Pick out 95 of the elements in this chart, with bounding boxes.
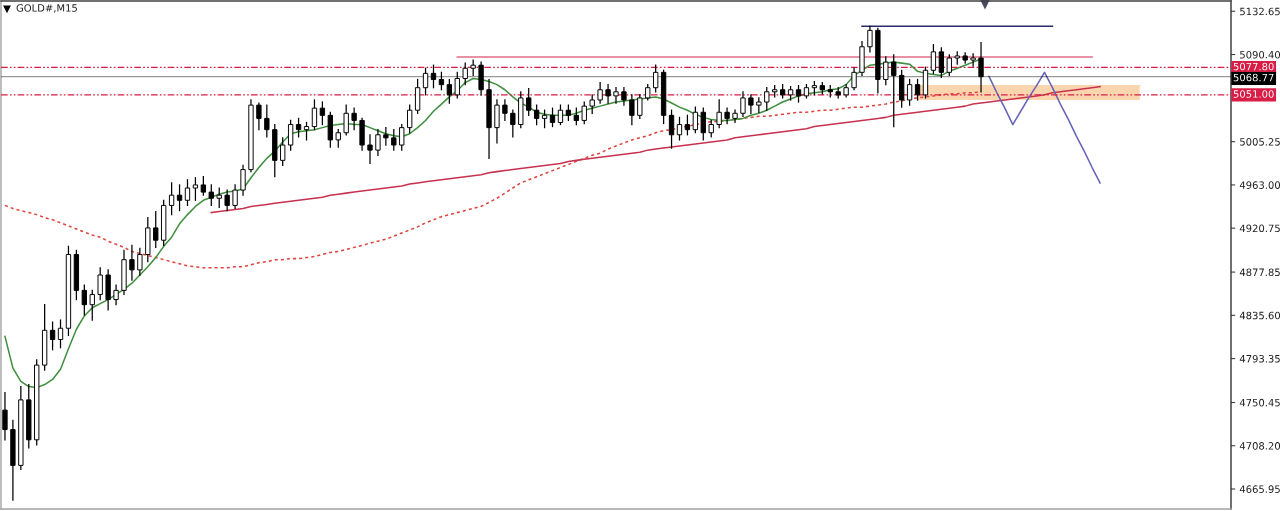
candlestick xyxy=(732,109,738,124)
candlestick xyxy=(351,107,357,131)
candlestick xyxy=(57,319,64,349)
y-tick-label: 4708.20 xyxy=(1239,442,1280,450)
candlestick xyxy=(280,137,286,167)
candlestick xyxy=(930,44,937,74)
candlestick xyxy=(740,91,746,117)
candlestick xyxy=(391,129,397,151)
candlestick xyxy=(700,107,706,141)
candlestick xyxy=(748,94,754,114)
candlestick xyxy=(208,184,214,207)
y-tick-label: 4665.95 xyxy=(1239,485,1280,493)
candlestick xyxy=(97,267,103,301)
candlestick xyxy=(367,134,373,165)
candlestick xyxy=(311,99,318,131)
candlestick xyxy=(692,106,699,134)
candlestick xyxy=(224,189,230,212)
candlestick xyxy=(168,182,175,216)
candlestick xyxy=(970,53,976,67)
candlestick xyxy=(891,54,897,128)
ref-line-label: 5077.80 xyxy=(1233,62,1274,71)
candlestick xyxy=(256,102,262,131)
y-tick-label: 4750.45 xyxy=(1239,398,1280,407)
candlestick xyxy=(375,129,381,156)
ref-line-label: 5068.77 xyxy=(1233,73,1274,82)
candlestick xyxy=(430,64,437,89)
line-series xyxy=(988,71,1101,184)
candlestick xyxy=(526,88,532,116)
candlestick xyxy=(597,81,603,104)
candlestick xyxy=(589,94,595,114)
candlestick xyxy=(200,176,207,196)
y-tick-label: 4793.35 xyxy=(1239,354,1280,363)
candlestick xyxy=(232,184,238,210)
candlestick xyxy=(906,78,913,106)
candlestick xyxy=(502,99,508,122)
candlestick xyxy=(581,101,587,125)
candlestick xyxy=(978,42,984,93)
candlestick xyxy=(383,126,389,146)
candlestick xyxy=(153,210,159,248)
chart-title: GOLD#,M15 xyxy=(16,4,77,13)
candlestick xyxy=(605,84,611,104)
candlestick xyxy=(422,67,429,96)
candlestick xyxy=(557,104,564,126)
candlestick xyxy=(653,64,659,93)
candlestick xyxy=(176,184,183,212)
candlestick xyxy=(49,321,56,351)
candlestick xyxy=(240,164,246,196)
candlestick xyxy=(295,117,302,138)
candlestick xyxy=(399,123,405,151)
candlestick xyxy=(89,289,95,321)
candlestick xyxy=(533,104,540,126)
y-tick-label: 4877.85 xyxy=(1239,268,1280,277)
candlestick xyxy=(113,284,119,306)
candlestick xyxy=(684,114,691,136)
candlestick xyxy=(883,56,889,86)
y-tick-label: 5005.25 xyxy=(1240,138,1280,146)
candlestick xyxy=(319,101,326,126)
candlestick xyxy=(716,99,722,129)
candlestick xyxy=(264,104,270,138)
candlestick xyxy=(287,119,294,151)
candlestick xyxy=(668,109,675,149)
candlestick xyxy=(446,78,453,104)
candlestick xyxy=(414,78,421,114)
y-tick-label: 5090.40 xyxy=(1240,50,1280,59)
candlestick xyxy=(613,87,619,104)
candlestick xyxy=(764,87,770,111)
candlestick xyxy=(494,99,500,144)
candlestick xyxy=(216,187,222,209)
candlestick xyxy=(510,109,516,138)
candlestick xyxy=(946,54,952,77)
candlestick xyxy=(454,71,460,99)
y-tick-label: 4920.75 xyxy=(1239,224,1280,233)
y-tick-label: 4835.60 xyxy=(1239,311,1280,320)
ref-line-label: 5051.00 xyxy=(1233,90,1274,98)
candlestick xyxy=(2,392,8,441)
candlestick xyxy=(867,25,873,53)
candlestick xyxy=(192,177,199,201)
candlestick xyxy=(462,62,468,86)
candlestick xyxy=(549,107,556,128)
candlestick xyxy=(129,244,135,281)
candlestick xyxy=(851,67,857,91)
candlestick xyxy=(637,94,643,120)
y-tick-label: 5132.65 xyxy=(1240,7,1280,16)
candlestick xyxy=(724,107,730,125)
candlestick xyxy=(184,179,191,207)
y-tick-label: 4963.00 xyxy=(1239,181,1280,189)
line-series xyxy=(210,85,1101,214)
candlestick xyxy=(407,104,413,134)
candlestick xyxy=(629,94,635,126)
candlestick xyxy=(938,47,945,79)
candlestick xyxy=(137,247,143,276)
candlestick xyxy=(676,116,683,141)
candlestick xyxy=(343,104,349,136)
candlestick xyxy=(81,284,87,316)
candlestick xyxy=(914,78,921,101)
